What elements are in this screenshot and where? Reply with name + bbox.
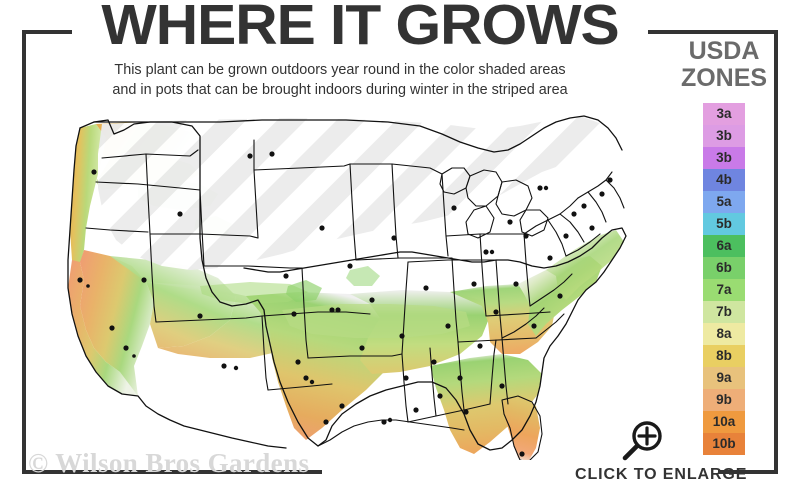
zone-swatch-7a-8: 7a: [703, 279, 745, 301]
frame-border-right: [774, 30, 778, 474]
subtitle-line-1: This plant can be grown outdoors year ro…: [114, 62, 566, 78]
zone-swatch-4b-3: 4b: [703, 169, 745, 191]
zone-swatch-3a-0: 3a: [703, 103, 745, 125]
subtitle-line-2: and in pots that can be brought indoors …: [112, 82, 568, 98]
hardiness-zone-map[interactable]: [50, 110, 650, 460]
page-title: WHERE IT GROWS: [101, 0, 619, 57]
zone-swatch-7b-9: 7b: [703, 301, 745, 323]
zone-swatch-5a-4: 5a: [703, 191, 745, 213]
frame-border-bottom-left: [22, 470, 322, 474]
watermark: © Wilson Bros Gardens: [28, 448, 310, 478]
zone-swatch-3b-2: 3b: [703, 147, 745, 169]
frame-border-top-right: [648, 30, 778, 34]
zone-swatch-10b-15: 10b: [703, 433, 745, 455]
zone-swatch-9a-12: 9a: [703, 367, 745, 389]
frame-border-bottom-right: [718, 470, 778, 474]
map-city-dots: [77, 151, 613, 457]
click-to-enlarge-label[interactable]: CLICK TO ENLARGE: [575, 466, 748, 483]
zone-swatch-10a-14: 10a: [703, 411, 745, 433]
magnifier-plus-icon[interactable]: [614, 418, 670, 464]
usda-zones-title-line-2: ZONES: [680, 64, 768, 92]
frame-border-top-left: [22, 30, 72, 34]
zone-swatch-5b-5: 5b: [703, 213, 745, 235]
map-striped-cold-region: [98, 116, 602, 270]
usda-zones-title-line-1: USDA: [688, 37, 760, 65]
subtitle: This plant can be grown outdoors year ro…: [55, 60, 625, 100]
zone-swatch-6a-6: 6a: [703, 235, 745, 257]
zone-swatch-8a-10: 8a: [703, 323, 745, 345]
frame-border-left: [22, 30, 26, 474]
zone-swatch-8b-11: 8b: [703, 345, 745, 367]
usda-zones-legend: 3a 3b 3b 4b 5a 5b 6a 6b 7a 7b 8a 8b 9a 9b 10a 10b: [703, 103, 745, 455]
zone-swatch-9b-13: 9b: [703, 389, 745, 411]
zone-swatch-6b-7: 6b: [703, 257, 745, 279]
zone-swatch-3b-1: 3b: [703, 125, 745, 147]
usda-zones-title: USDA ZONES: [668, 38, 780, 92]
